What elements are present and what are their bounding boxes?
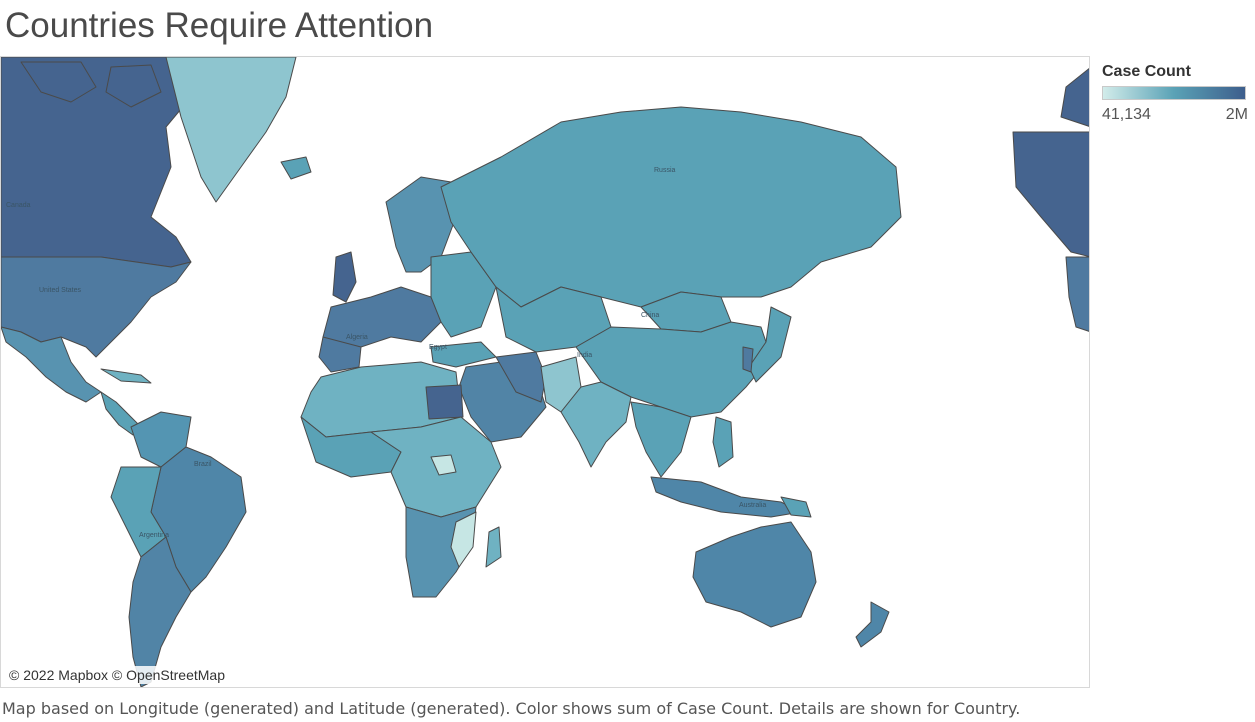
country-us-west[interactable] — [1065, 256, 1090, 332]
label-algeria: Algeria — [346, 334, 368, 341]
map-canvas[interactable]: Canada United States Brazil Russia China… — [1, 57, 1090, 688]
country-canada-west[interactable] — [1060, 67, 1090, 127]
country-korea[interactable] — [742, 346, 754, 373]
country-mozambique[interactable] — [450, 511, 477, 568]
legend-labels: 41,134 2M — [1102, 106, 1248, 124]
country-new-zealand[interactable] — [855, 601, 890, 648]
country-egypt[interactable] — [425, 384, 464, 420]
country-argentina[interactable] — [128, 536, 192, 687]
country-russia[interactable] — [440, 106, 902, 308]
legend-title: Case Count — [1102, 63, 1191, 80]
country-caribbean[interactable] — [100, 368, 152, 384]
legend-max-label: 2M — [1225, 106, 1248, 123]
country-iran[interactable] — [495, 351, 547, 403]
legend-color-ramp — [1102, 86, 1246, 100]
label-egypt: Egypt — [429, 344, 447, 351]
country-india[interactable] — [560, 381, 632, 468]
country-png[interactable] — [780, 496, 812, 518]
country-australia[interactable] — [692, 521, 817, 628]
country-iceland[interactable] — [280, 156, 312, 180]
map-caption: Map based on Longitude (generated) and L… — [2, 699, 1021, 718]
label-brazil: Brazil — [194, 461, 212, 468]
label-india: India — [577, 352, 592, 359]
country-southeast-asia[interactable] — [630, 401, 692, 478]
label-russia: Russia — [654, 167, 676, 174]
country-turkey[interactable] — [430, 341, 497, 368]
label-united-states: United States — [39, 287, 82, 294]
country-greenland[interactable] — [165, 57, 297, 203]
label-argentina: Argentina — [139, 532, 169, 539]
page-title: Countries Require Attention — [5, 6, 434, 45]
country-japan[interactable] — [748, 306, 792, 383]
map-attribution[interactable]: © 2022 Mapbox © OpenStreetMap — [6, 666, 228, 684]
country-south-sudan[interactable] — [430, 454, 457, 476]
label-canada: Canada — [6, 202, 31, 209]
country-spain[interactable] — [318, 336, 362, 373]
country-madagascar[interactable] — [485, 526, 502, 568]
legend-min-label: 41,134 — [1102, 106, 1151, 123]
country-canada-islands[interactable] — [20, 61, 162, 108]
country-alaska[interactable] — [1012, 131, 1090, 258]
country-indonesia[interactable] — [650, 476, 802, 518]
country-philippines[interactable] — [712, 416, 734, 468]
choropleth-map[interactable]: Canada United States Brazil Russia China… — [0, 56, 1090, 688]
label-china: China — [641, 312, 659, 319]
color-legend: Case Count 41,134 2M — [1102, 63, 1252, 124]
country-united-kingdom[interactable] — [332, 251, 357, 303]
label-australia: Australia — [739, 502, 766, 509]
